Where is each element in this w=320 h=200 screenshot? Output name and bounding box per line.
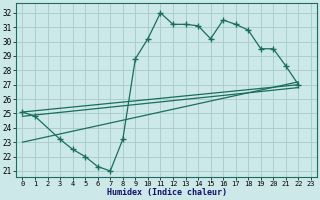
X-axis label: Humidex (Indice chaleur): Humidex (Indice chaleur) (107, 188, 227, 197)
